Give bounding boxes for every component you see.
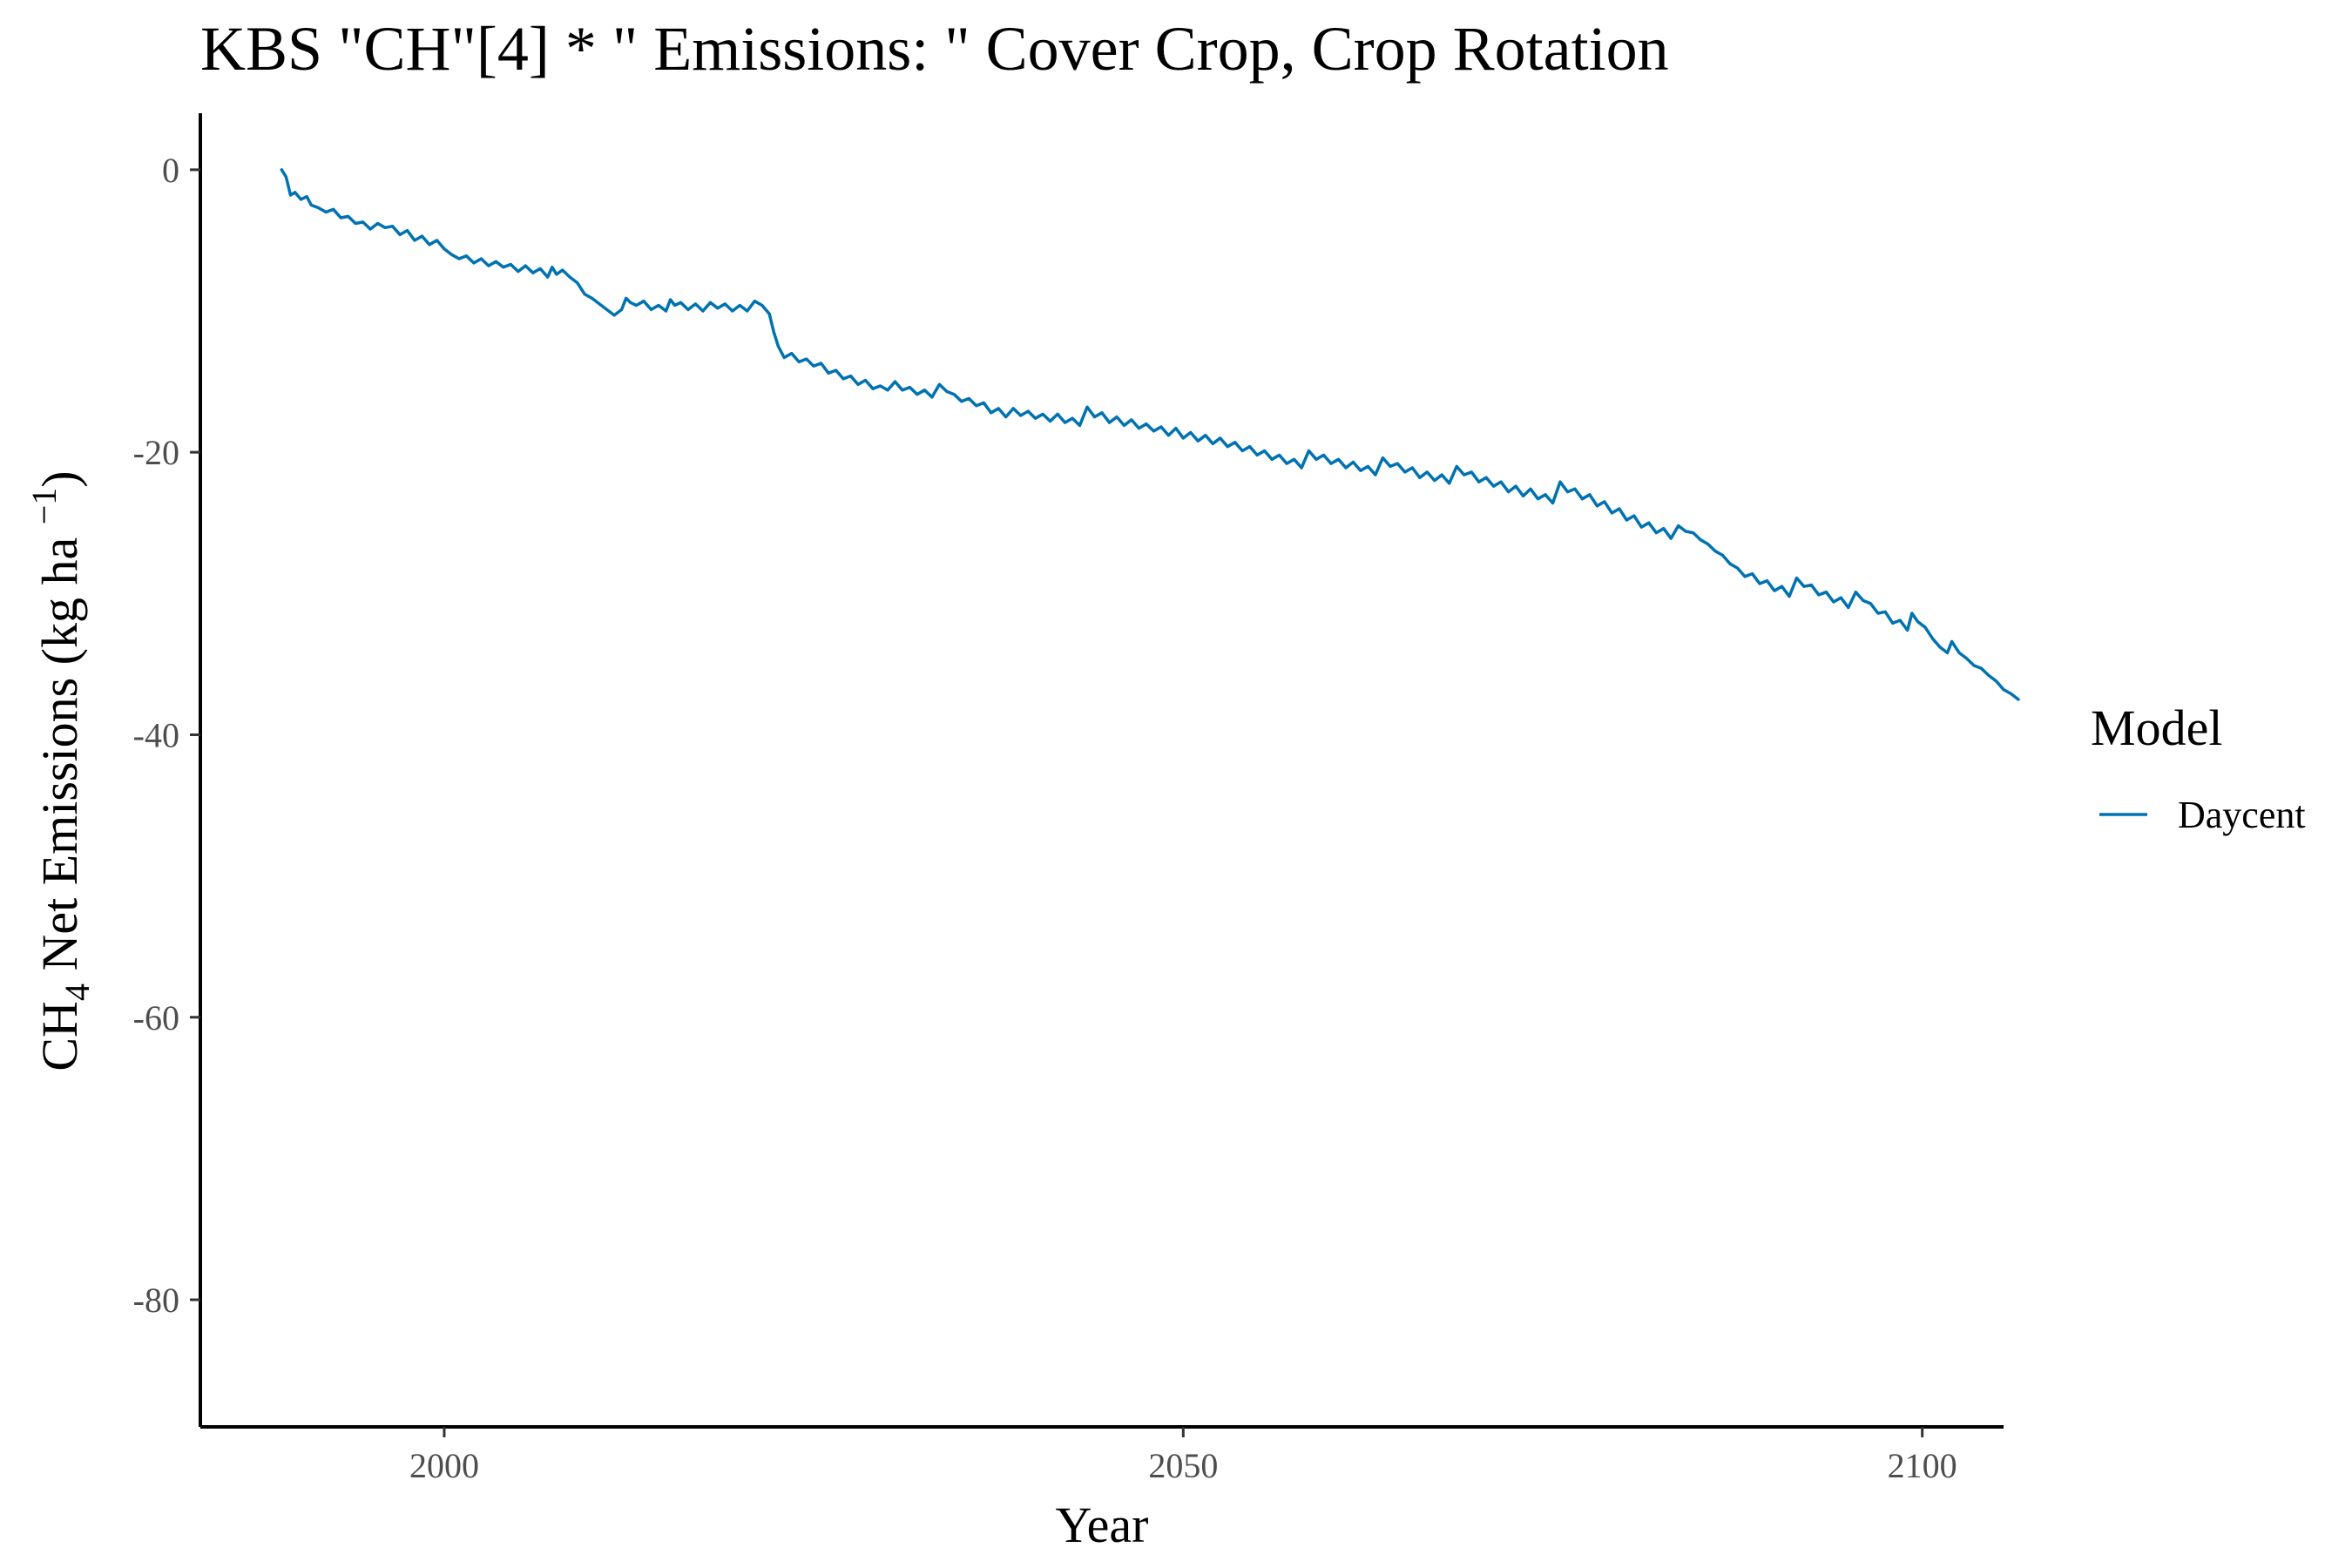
y-axis-ticks: 0 -20 -40 -60 -80 bbox=[133, 151, 200, 1320]
legend-title: Model bbox=[2091, 700, 2222, 756]
legend-label-daycent: Daycent bbox=[2178, 794, 2306, 836]
y-axis-title: CH4 Net Emissions (kg ha −1) bbox=[24, 470, 97, 1071]
y-axis-title-close: ) bbox=[31, 470, 88, 487]
plot-area: 0 -20 -40 -60 -80 2000 2050 2100 bbox=[133, 113, 2020, 1485]
y-tick-label: -60 bbox=[133, 998, 179, 1037]
y-axis-title-main: CH bbox=[31, 1001, 88, 1071]
y-axis-title-superscript: −1 bbox=[24, 488, 64, 525]
y-tick-label: -20 bbox=[133, 433, 179, 472]
series-line-daycent bbox=[280, 168, 2020, 701]
x-tick-label: 2100 bbox=[1888, 1446, 1957, 1485]
legend: Model Daycent bbox=[2091, 700, 2306, 836]
y-tick-label: 0 bbox=[162, 151, 179, 190]
chart-title: KBS "CH"[4] * " Emissions: " Cover Crop,… bbox=[200, 14, 1669, 84]
x-axis-title: Year bbox=[1056, 1497, 1149, 1553]
x-tick-label: 2050 bbox=[1148, 1446, 1218, 1485]
y-tick-label: -40 bbox=[133, 715, 179, 754]
y-axis-title-subscript: 4 bbox=[57, 983, 97, 1001]
x-axis-ticks: 2000 2050 2100 bbox=[409, 1427, 1957, 1485]
series-layer bbox=[280, 168, 2020, 701]
y-axis-title-rest: Net Emissions (kg ha bbox=[31, 524, 88, 983]
legend-items: Daycent bbox=[2099, 794, 2306, 836]
x-tick-label: 2000 bbox=[409, 1446, 479, 1485]
y-tick-label: -80 bbox=[133, 1281, 179, 1320]
